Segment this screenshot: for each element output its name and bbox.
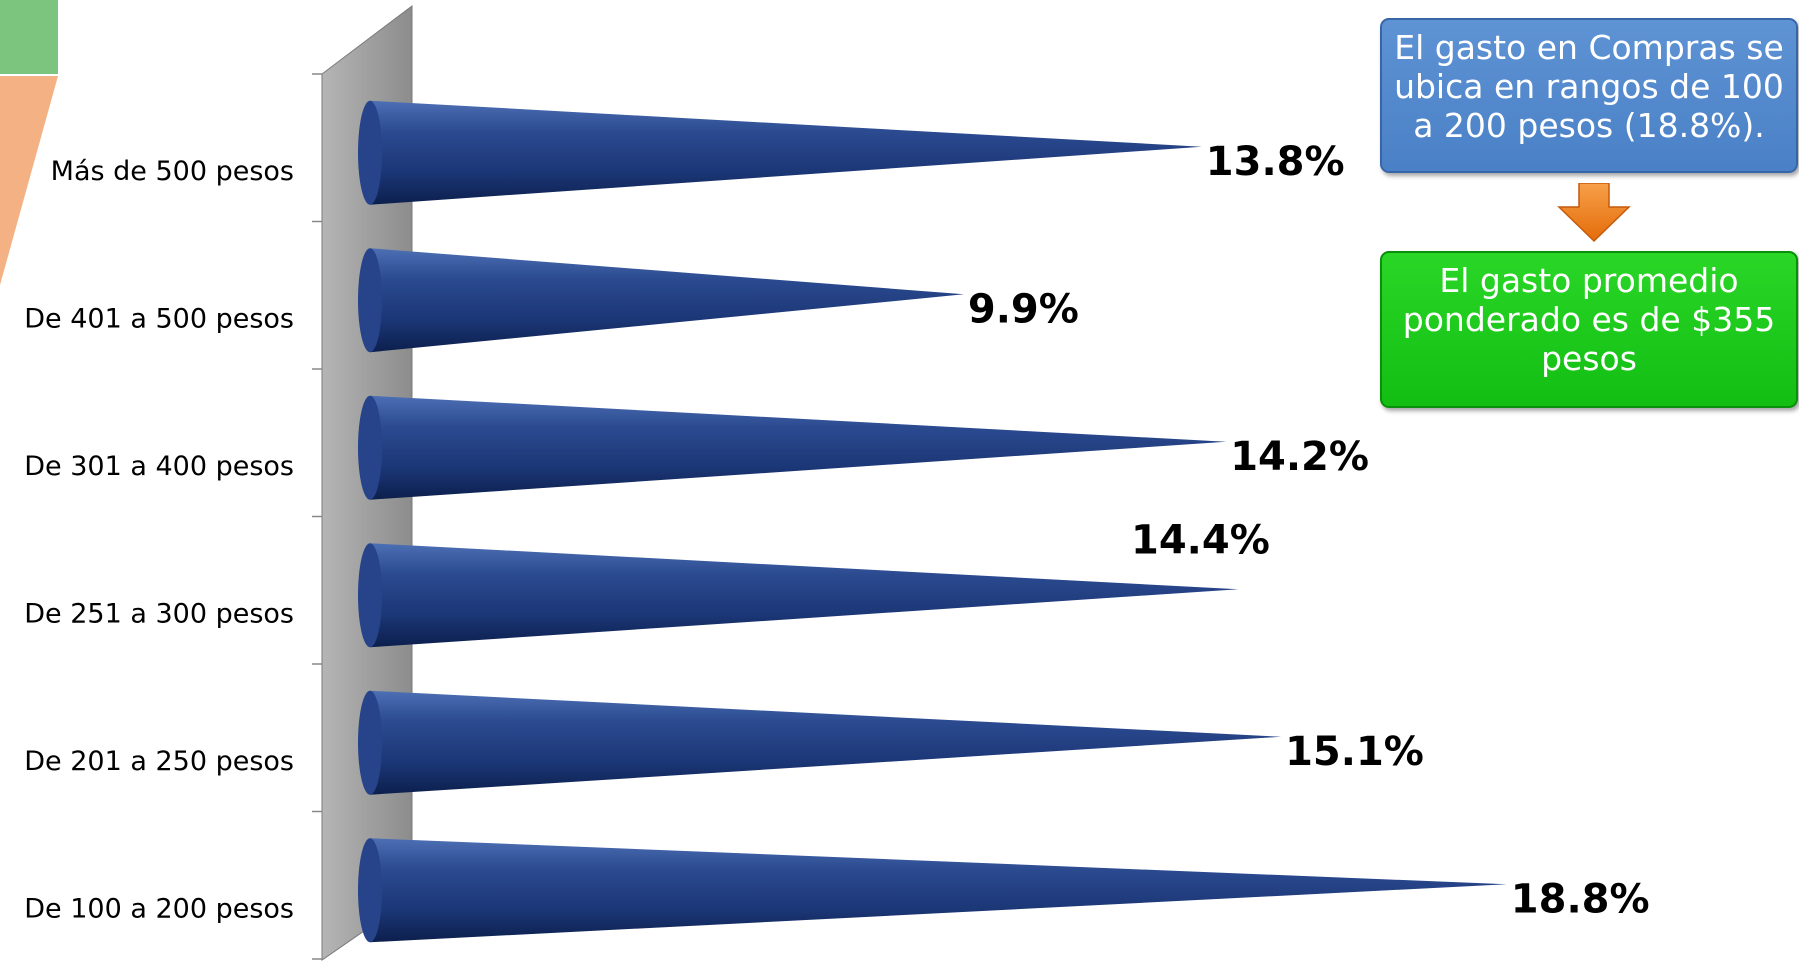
- bar-2: [358, 395, 1227, 500]
- corner-decoration: [0, 0, 58, 285]
- down-arrow-icon: [1557, 183, 1631, 243]
- bar-5: [358, 838, 1507, 943]
- bar-0: [358, 100, 1202, 205]
- category-label: De 251 a 300 pesos: [24, 598, 294, 629]
- value-label: 18.8%: [1511, 876, 1650, 922]
- value-label: 14.4%: [1131, 517, 1270, 563]
- bar-4: [358, 690, 1282, 795]
- cone-base: [358, 100, 382, 205]
- category-label: De 301 a 400 pesos: [24, 451, 294, 482]
- bar-3: [358, 543, 1239, 648]
- category-label: Más de 500 pesos: [51, 156, 294, 187]
- cone-base: [358, 395, 382, 500]
- cone-base: [358, 838, 382, 943]
- category-label: De 401 a 500 pesos: [24, 303, 294, 334]
- callout-average-spend: El gasto promedio ponderado es de $355 p…: [1380, 251, 1798, 408]
- category-labels: Más de 500 pesos De 401 a 500 pesos De 301…: [24, 156, 294, 925]
- value-label: 9.9%: [968, 286, 1079, 332]
- value-label: 14.2%: [1230, 434, 1369, 480]
- category-label: De 201 a 250 pesos: [24, 746, 294, 777]
- bars-layer: [358, 100, 1507, 943]
- cone-body: [370, 690, 1282, 795]
- cone-body: [370, 100, 1202, 205]
- corner-orange-triangle: [0, 76, 58, 285]
- callout-top-range: El gasto en Compras se ubica en rangos d…: [1380, 18, 1798, 173]
- cone-base: [358, 690, 382, 795]
- value-label: 13.8%: [1206, 139, 1345, 185]
- axis-ticks: [312, 73, 322, 960]
- cone-base: [358, 543, 382, 648]
- cone-base: [358, 248, 382, 353]
- bar-1: [358, 248, 964, 353]
- value-label: 15.1%: [1285, 729, 1424, 775]
- cone-body: [370, 543, 1239, 648]
- corner-green-block: [0, 0, 58, 74]
- cone-body: [370, 838, 1507, 943]
- cone-body: [370, 248, 964, 353]
- value-labels: 13.8% 9.9% 14.2% 14.4% 15.1% 18.8%: [968, 139, 1650, 923]
- cone-body: [370, 395, 1227, 500]
- category-label: De 100 a 200 pesos: [24, 893, 294, 924]
